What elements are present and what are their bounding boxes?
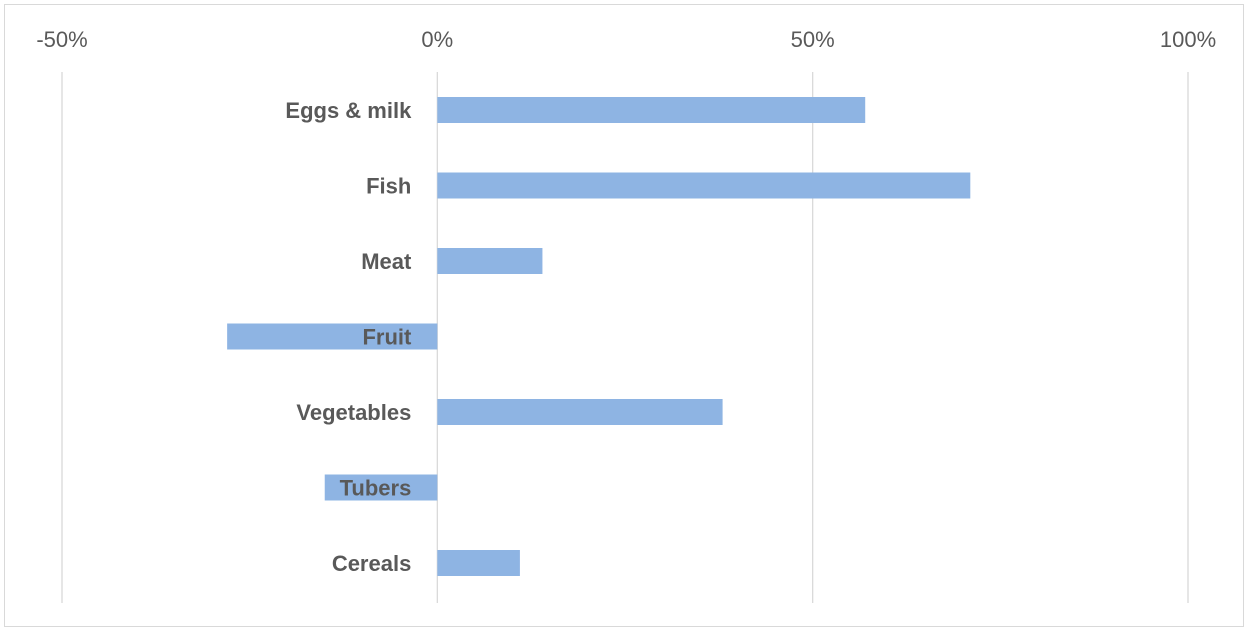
category-label: Eggs & milk (285, 98, 412, 123)
bars (227, 97, 971, 576)
bar-fruit (227, 323, 438, 350)
x-tick-label: 100% (1160, 27, 1216, 52)
category-labels: Eggs & milk Fish Meat Fruit Vegetables Tubers… (285, 98, 412, 576)
bar-tubers (324, 474, 438, 501)
category-label: Tubers (340, 476, 412, 501)
gridlines (61, 72, 1189, 603)
category-label: Fish (366, 174, 411, 199)
bar-vegetables (437, 399, 723, 425)
bar-cereals (437, 550, 520, 576)
bar-eggs-milk (437, 97, 866, 123)
x-axis-ticks: -50% 0% 50% 100% (36, 27, 1216, 52)
category-label: Fruit (362, 325, 412, 350)
category-label: Meat (361, 249, 412, 274)
x-tick-label: -50% (36, 27, 87, 52)
category-label: Cereals (332, 551, 412, 576)
x-tick-label: 50% (791, 27, 835, 52)
category-label: Vegetables (296, 400, 411, 425)
bar-meat (437, 248, 543, 274)
bar-fish (437, 172, 971, 199)
x-tick-label: 0% (421, 27, 453, 52)
